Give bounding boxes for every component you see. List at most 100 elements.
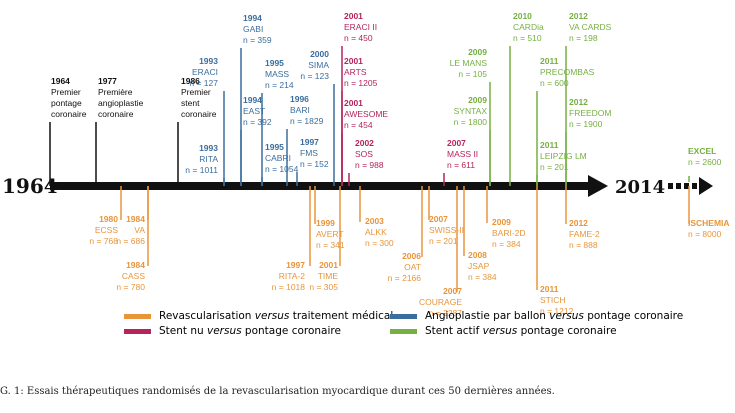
event-label: n = 611 [447,160,475,170]
event-label: 1993 [199,143,218,153]
legend-text: Stent actif [425,325,483,337]
event-label: n = 1011 [185,165,218,175]
legend-text: pontage coronaire [517,325,617,337]
event-label: ERACI [192,67,218,77]
event-label: n = 123 [300,71,329,81]
event-label: n = 2600 [688,157,722,167]
event-label: 1995 [265,58,284,68]
event-label: n = 1212 [540,306,574,316]
event-label: n = 2166 [388,273,422,283]
event-label: 2007 [447,138,466,148]
event-label: TIME [318,271,339,281]
event-label: 2007 [443,286,462,296]
event-label: LE MANS [450,58,488,68]
axis-start-year: 1964 [2,174,58,198]
event-label: 2000 [310,49,329,59]
event-label: 1986 [181,76,200,86]
event-label: n = 454 [344,120,373,130]
event-label: 2011 [540,284,559,294]
timeline-dash [668,183,673,189]
event-label: coronaire [98,109,134,119]
event-label: LEIPZIG LM [540,151,587,161]
event-label: n = 768 [89,236,118,246]
event-label: ECSS [95,225,118,235]
event-label: MASS II [447,149,478,159]
event-label: n = 341 [316,240,345,250]
event-label: n = 988 [355,160,384,170]
event-label: GABI [243,24,263,34]
legend-text: versus [254,310,290,322]
event-label: n = 510 [513,33,542,43]
event-label: CASS [122,271,145,281]
event-label: FMS [300,148,318,158]
event-label: ARTS [344,67,367,77]
legend-text: versus [549,310,584,322]
event-label: ISCHEMIA [688,218,730,228]
event-label: n = 300 [365,238,394,248]
legend-text: Revascularisation [159,310,255,322]
event-label: 2009 [468,47,487,57]
event-label: n = 201 [540,162,569,172]
event-label: COURAGE [419,297,462,307]
event-label: BARI [290,105,310,115]
event-label: JSAP [468,261,490,271]
event-label: 2006 [402,251,421,261]
event-label: 1994 [243,13,262,23]
event-label: n = 214 [265,80,294,90]
event-label: 2011 [540,140,559,150]
event-label: 1980 [99,214,118,224]
event-label: coronaire [181,109,217,119]
event-label: n = 600 [540,78,569,88]
event-label: pontage [51,98,82,108]
timeline-dash [676,183,681,189]
event-label: n = 1054 [265,164,299,174]
event-label: n = 888 [569,240,598,250]
legend-swatch [124,313,151,319]
event-label: 1993 [199,56,218,66]
event-label: 2012 [569,97,588,107]
event-label: n = 198 [569,33,598,43]
event-label: 2010 [513,11,532,21]
event-label: 1964 [51,76,70,86]
event-label: VA CARDS [569,22,612,32]
legend-swatch [390,328,417,334]
event-label: 2012 [569,218,588,228]
event-label: n = 384 [492,239,521,249]
event-label: AWESOME [344,109,388,119]
legend-item-des: Stent actif versus pontage coronaire [390,325,617,337]
event-label: Première [98,87,133,97]
event-label: n = 1205 [344,78,378,88]
event-label: CARDia [513,22,544,32]
event-label: VA [134,225,145,235]
event-label: STICH [540,295,566,305]
event-label: 1997 [300,137,319,147]
event-label: n = 127 [189,78,218,88]
event-label: n = 105 [458,69,487,79]
event-label: n = 384 [468,272,497,282]
event-label: n = 1800 [454,117,488,127]
event-label: 2001 [319,260,338,270]
event-label: n = 1018 [272,282,306,292]
event-label: CABRI [265,153,291,163]
event-label: 1995 [265,142,284,152]
event-label: FREEDOM [569,108,612,118]
event-label: 1984 [126,214,145,224]
event-label: coronaire [51,109,87,119]
event-label: 2001 [344,56,363,66]
event-label: 1977 [98,76,117,86]
axis-end-year: 2014 [615,177,665,198]
timeline-dash [692,183,697,189]
event-label: n = 686 [116,236,145,246]
event-label: SWISS-II [429,225,464,235]
legend-item-bms: Stent nu versus pontage coronaire [124,325,341,337]
event-label: n = 1829 [290,116,324,126]
event-label: Premier [51,87,81,97]
legend-item-balloon: Angioplastie par ballon versus pontage c… [390,310,683,322]
figure-caption: G. 1: Essais thérapeutiques randomisés d… [0,386,555,397]
legend-item-medical: Revascularisation versus traitement médi… [124,310,393,322]
event-label: RITA-2 [279,271,306,281]
event-label: OAT [404,262,421,272]
event-label: 1996 [290,94,309,104]
event-label: n = 392 [243,117,272,127]
